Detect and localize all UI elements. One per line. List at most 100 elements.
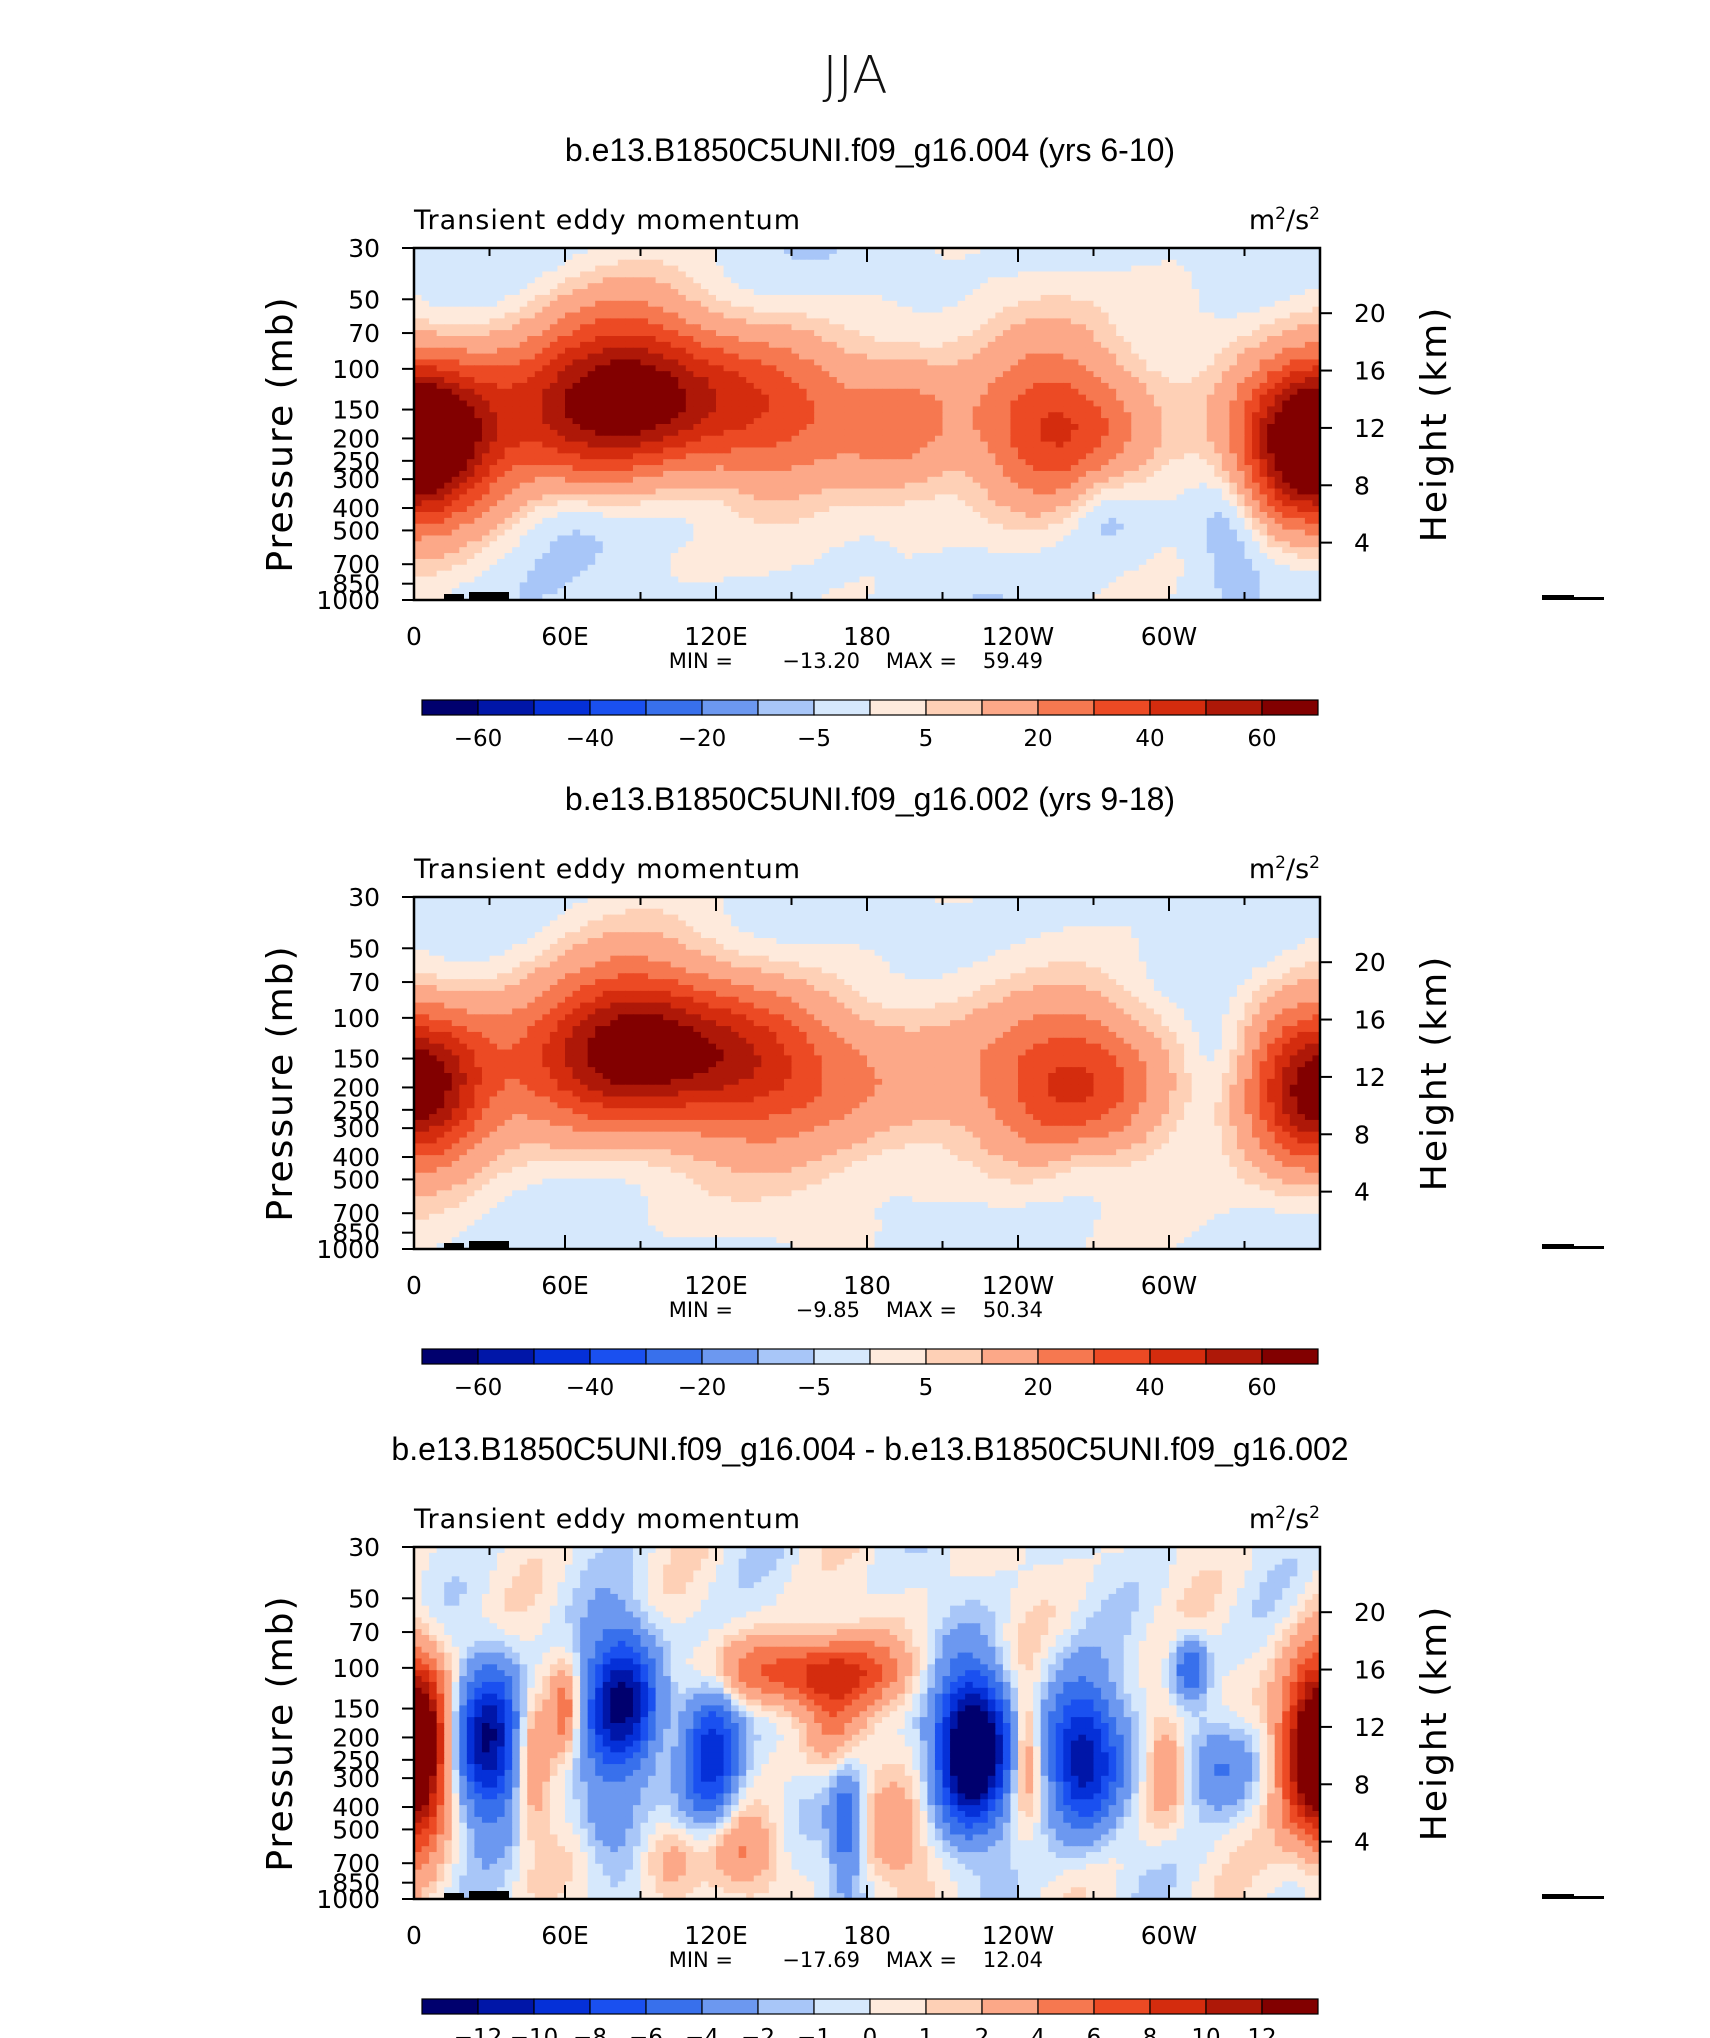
heatmap-cell — [890, 324, 898, 330]
heatmap-cell — [573, 295, 581, 301]
heatmap-cell — [656, 254, 664, 260]
heatmap-cell — [603, 330, 611, 336]
heatmap-cell — [678, 277, 686, 283]
heatmap-cell — [1139, 313, 1147, 319]
heatmap-cell — [1131, 295, 1139, 301]
heatmap-cell — [1267, 283, 1275, 289]
heatmap-cell — [1290, 266, 1298, 272]
heatmap-cell — [1154, 313, 1162, 319]
heatmap-cell — [490, 307, 498, 313]
heatmap-cell — [1131, 266, 1139, 272]
heatmap-cell — [807, 271, 815, 277]
heatmap-cell — [1124, 254, 1132, 260]
heatmap-cell — [1048, 260, 1056, 266]
heatmap-cell — [890, 254, 898, 260]
heatmap-cell — [452, 254, 460, 260]
heatmap-cell — [648, 330, 656, 336]
heatmap-cell — [973, 318, 981, 324]
heatmap-cell — [1229, 277, 1237, 283]
heatmap-cell — [618, 307, 626, 313]
heatmap-cell — [1192, 318, 1200, 324]
heatmap-cell — [512, 266, 520, 272]
panel-subtitle: Transient eddy momentum — [413, 205, 801, 236]
heatmap-cell — [625, 330, 633, 336]
heatmap-cell — [1146, 254, 1154, 260]
heatmap-cell — [527, 324, 535, 330]
heatmap-cell — [429, 307, 437, 313]
heatmap-cell — [867, 254, 875, 260]
heatmap-cell — [1260, 318, 1268, 324]
heatmap-cell — [897, 289, 905, 295]
heatmap-cell — [1010, 289, 1018, 295]
heatmap-cell — [1260, 313, 1268, 319]
heatmap-cell — [1305, 266, 1313, 272]
heatmap-cell — [656, 330, 664, 336]
heatmap-cell — [542, 260, 550, 266]
heatmap-cell — [1305, 277, 1313, 283]
heatmap-cell — [897, 318, 905, 324]
heatmap-cell — [580, 318, 588, 324]
heatmap-cell — [1094, 283, 1102, 289]
heatmap-cell — [1063, 313, 1071, 319]
heatmap-cell — [656, 313, 664, 319]
heatmap-cell — [859, 318, 867, 324]
heatmap-cell — [1260, 324, 1268, 330]
heatmap-cell — [452, 307, 460, 313]
heatmap-cell — [739, 283, 747, 289]
heatmap-cell — [912, 289, 920, 295]
heatmap-cell — [550, 254, 558, 260]
heatmap-cell — [897, 313, 905, 319]
heatmap-cell — [1282, 283, 1290, 289]
heatmap-cell — [1010, 266, 1018, 272]
heatmap-cell — [708, 289, 716, 295]
heatmap-cell — [686, 283, 694, 289]
heatmap-cell — [958, 330, 966, 336]
heatmap-cell — [467, 260, 475, 266]
heatmap-cell — [542, 330, 550, 336]
heatmap-cell — [792, 254, 800, 260]
heatmap-cell — [1207, 307, 1215, 313]
heatmap-cell — [603, 318, 611, 324]
heatmap-cell — [701, 283, 709, 289]
heatmap-cell — [490, 277, 498, 283]
heatmap-cell — [980, 277, 988, 283]
heatmap-cell — [1177, 254, 1185, 260]
heatmap-cell — [988, 313, 996, 319]
heatmap-cell — [1003, 307, 1011, 313]
heatmap-cell — [573, 277, 581, 283]
heatmap-cell — [656, 260, 664, 266]
heatmap-cell — [1094, 295, 1102, 301]
heatmap-cell — [1161, 277, 1169, 283]
heatmap-cell — [505, 307, 513, 313]
heatmap-cell — [1184, 307, 1192, 313]
heatmap-cell — [1207, 277, 1215, 283]
heatmap-cell — [973, 289, 981, 295]
heatmap-cell — [437, 266, 445, 272]
heatmap-cell — [852, 277, 860, 283]
heatmap-cell — [490, 260, 498, 266]
heatmap-cell — [520, 271, 528, 277]
heatmap-cell — [882, 295, 890, 301]
heatmap-cell — [1063, 289, 1071, 295]
heatmap-cell — [535, 260, 543, 266]
heatmap-cell — [573, 289, 581, 295]
figure-title: JJA — [822, 46, 887, 106]
heatmap-cell — [520, 295, 528, 301]
heatmap-cell — [829, 266, 837, 272]
heatmap-cell — [1003, 260, 1011, 266]
heatmap-cell — [595, 254, 603, 260]
heatmap-cell — [1169, 277, 1177, 283]
heatmap-cell — [912, 266, 920, 272]
heatmap-cell — [875, 254, 883, 260]
heatmap-cell — [746, 307, 754, 313]
heatmap-cell — [588, 271, 596, 277]
heatmap-cell — [482, 271, 490, 277]
heatmap-cell — [1199, 307, 1207, 313]
heatmap-cell — [1041, 330, 1049, 336]
heatmap-cell — [1199, 266, 1207, 272]
heatmap-cell — [769, 289, 777, 295]
heatmap-cell — [829, 260, 837, 266]
heatmap-cell — [995, 271, 1003, 277]
heatmap-cell — [663, 266, 671, 272]
heatmap-cell — [844, 289, 852, 295]
